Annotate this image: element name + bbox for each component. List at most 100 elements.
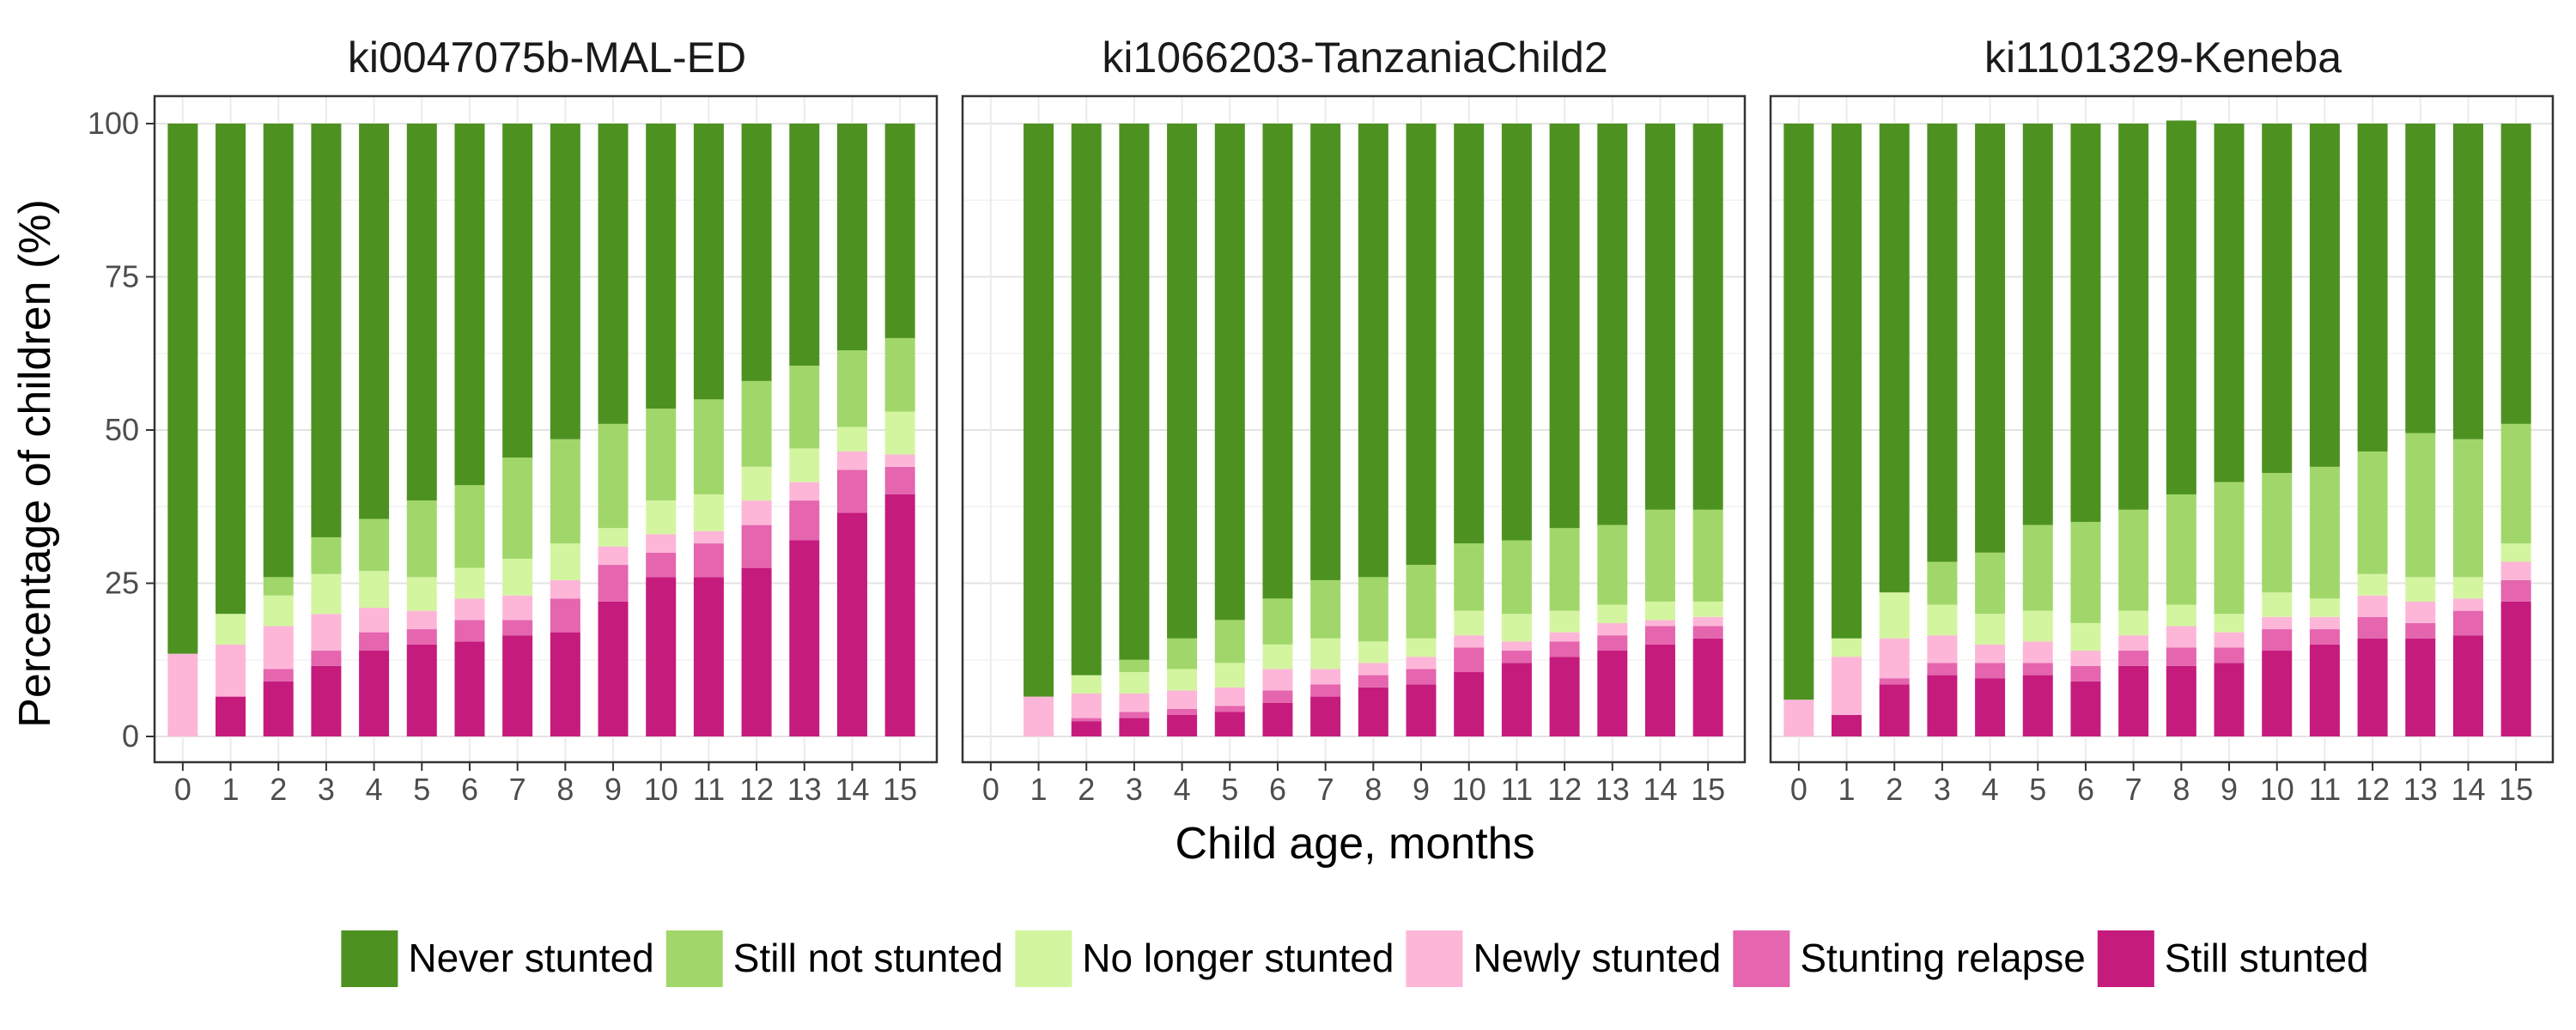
bar-segment-no-longer-stunted-age-14 [836,427,867,451]
bar-segment-no-longer-stunted-age-7 [502,558,533,596]
bar-segment-still-stunted-age-7 [1310,696,1341,736]
bar-segment-never-stunted-age-15 [1692,124,1723,510]
bar-segment-stunting-relapse-age-13 [1597,635,1628,651]
bar-segment-no-longer-stunted-age-4 [359,571,390,609]
x-tick-label: 14 [2451,772,2485,807]
bar-segment-stunting-relapse-age-11 [2309,629,2340,645]
bars [167,124,915,736]
y-tick-label: 75 [105,259,139,294]
bar-segment-no-longer-stunted-age-6 [454,567,485,599]
bar-segment-newly-stunted-age-1 [1832,657,1862,716]
bar-segment-newly-stunted-age-14 [1644,620,1675,627]
bar-segment-no-longer-stunted-age-1 [1832,638,1862,657]
x-tick-label: 13 [2403,772,2438,807]
chart-panels: 0 1 2 3 4 5 6 7 8 9 10 11 12 13 14 15 0 1 2 3 4 5 6 7 8 9 10 11 12 13… [153,94,2555,807]
x-tick-label: 15 [2499,772,2533,807]
bar-segment-no-longer-stunted-age-2 [1071,675,1102,694]
x-axis-ticks: 0 1 2 3 4 5 6 7 8 9 10 11 12 13 14 15 [174,762,917,807]
bar-segment-newly-stunted-age-12 [1549,632,1580,642]
bar-segment-still-not-stunted-age-15 [2500,423,2531,544]
x-tick-label: 12 [2355,772,2390,807]
bar-segment-still-not-stunted-age-11 [1501,540,1532,615]
bar-segment-still-stunted-age-8 [550,632,580,736]
bar-segment-newly-stunted-age-13 [2405,601,2436,623]
bar-segment-never-stunted-age-11 [1501,124,1532,541]
bar-segment-still-not-stunted-age-9 [2214,482,2245,615]
bar-segment-newly-stunted-age-9 [2214,632,2245,648]
bar-segment-no-longer-stunted-age-5 [1214,663,1245,688]
bar-segment-still-stunted-age-7 [2118,665,2149,736]
bar-segment-no-longer-stunted-age-11 [1501,614,1532,642]
bar-segment-no-longer-stunted-age-10 [2262,592,2293,617]
bar-segment-still-not-stunted-age-11 [693,399,724,494]
bar-segment-never-stunted-age-4 [359,124,390,519]
bar-segment-still-not-stunted-age-3 [311,536,342,574]
x-tick-label: 2 [1078,772,1095,807]
bar-segment-still-stunted-age-6 [454,641,485,736]
bar-segment-stunting-relapse-age-10 [2262,629,2293,651]
x-tick-label: 11 [2309,772,2341,807]
bar-segment-newly-stunted-age-3 [1119,694,1150,712]
bar-segment-still-stunted-age-5 [2022,675,2053,736]
bar-segment-still-stunted-age-9 [1406,684,1437,736]
bar-segment-newly-stunted-age-15 [2500,561,2531,580]
x-tick-label: 6 [461,772,478,807]
bar-segment-no-longer-stunted-age-14 [2452,577,2483,599]
x-tick-label: 4 [366,772,383,807]
bar-segment-stunting-relapse-age-5 [406,629,437,645]
bar-segment-no-longer-stunted-age-6 [1262,644,1293,670]
legend-swatch [1733,930,1790,987]
bar-segment-never-stunted-age-3 [311,124,342,537]
bar-segment-no-longer-stunted-age-13 [2405,577,2436,602]
bar-segment-still-not-stunted-age-6 [2070,522,2101,623]
bar-segment-stunting-relapse-age-11 [1501,651,1532,663]
x-tick-label: 13 [787,772,822,807]
legend-item-no-longer-stunted: No longer stunted [1015,930,1394,987]
bar-segment-still-stunted-age-14 [2452,635,2483,736]
bar-segment-stunting-relapse-age-6 [1262,690,1293,703]
x-tick-label: 15 [1691,772,1725,807]
bar-segment-still-stunted-age-2 [263,681,294,736]
bar-segment-newly-stunted-age-13 [789,482,820,501]
bar-segment-stunting-relapse-age-13 [2405,622,2436,639]
x-tick-label: 12 [1547,772,1582,807]
bar-segment-still-stunted-age-14 [836,512,867,736]
bar-segment-still-not-stunted-age-6 [454,485,485,568]
bar-segment-newly-stunted-age-12 [2357,595,2388,617]
x-tick-label: 11 [693,772,725,807]
bar-segment-never-stunted-age-1 [1832,124,1862,639]
bar-segment-stunting-relapse-age-8 [550,598,580,633]
bar-segment-stunting-relapse-age-9 [598,565,629,602]
bar-segment-stunting-relapse-age-14 [1644,626,1675,645]
x-tick-label: 8 [1364,772,1382,807]
bar-segment-still-stunted-age-9 [2214,663,2245,736]
bar-segment-never-stunted-age-4 [1167,124,1198,639]
bar-segment-newly-stunted-age-11 [693,530,724,544]
bar-segment-still-stunted-age-5 [406,644,437,736]
bar-segment-never-stunted-age-12 [2357,124,2388,451]
bar-segment-still-stunted-age-14 [1644,644,1675,736]
bar-segment-still-stunted-age-4 [359,651,390,736]
bar-segment-no-longer-stunted-age-4 [1975,614,2006,645]
bar-segment-no-longer-stunted-age-10 [646,500,677,535]
x-tick-label: 1 [1838,772,1856,807]
bar-segment-newly-stunted-age-2 [1879,638,1910,679]
bar-segment-stunting-relapse-age-15 [884,466,915,494]
bar-segment-still-stunted-age-2 [1071,721,1102,736]
bar-segment-still-not-stunted-age-12 [2357,451,2388,574]
bar-segment-still-stunted-age-12 [2357,638,2388,736]
bar-segment-stunting-relapse-age-9 [2214,647,2245,663]
bar-segment-never-stunted-age-5 [406,124,437,501]
bar-segment-still-not-stunted-age-4 [1975,552,2006,615]
bar-segment-still-not-stunted-age-11 [2309,466,2340,599]
bar-segment-stunting-relapse-age-2 [1879,678,1910,685]
bar-segment-never-stunted-age-4 [1975,124,2006,553]
bar-segment-still-not-stunted-age-14 [2452,439,2483,578]
bar-segment-still-not-stunted-age-3 [1119,659,1150,673]
bar-segment-no-longer-stunted-age-4 [1167,669,1198,691]
bar-segment-still-stunted-age-6 [1262,702,1293,736]
bar-segment-still-not-stunted-age-13 [1597,524,1628,605]
bar-segment-no-longer-stunted-age-7 [1310,638,1341,670]
bar-segment-no-longer-stunted-age-5 [2022,610,2053,642]
bar-segment-newly-stunted-age-10 [646,534,677,553]
